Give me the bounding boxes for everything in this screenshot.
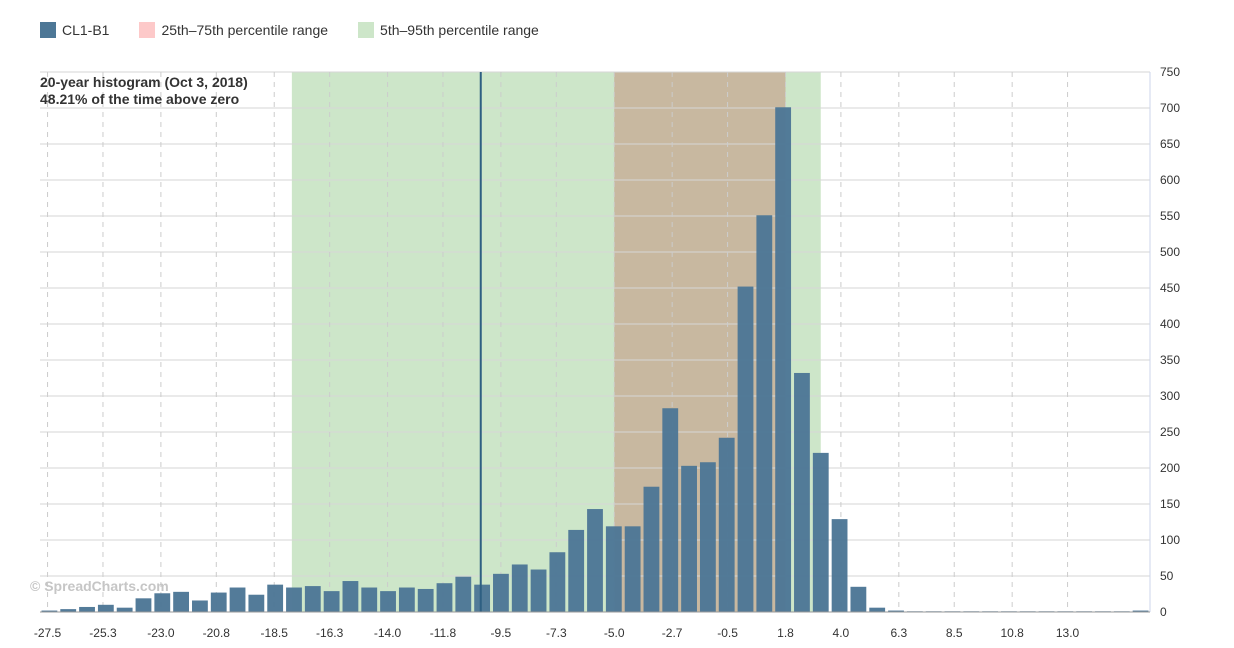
legend-swatch-90-band: [358, 22, 375, 38]
y-tick-label: 600: [1160, 173, 1180, 187]
histogram-bar: [794, 372, 810, 612]
histogram-bar: [888, 610, 904, 612]
legend-label-series: CL1-B1: [62, 22, 110, 38]
histogram-bar: [662, 408, 679, 612]
histogram-bar: [643, 486, 660, 612]
watermark: © SpreadCharts.com: [30, 578, 169, 594]
histogram-bar: [455, 576, 472, 612]
x-tick-label: -0.5: [717, 626, 738, 640]
histogram-bar: [304, 586, 321, 612]
chart-title-line2: 48.21% of the time above zero: [40, 91, 240, 107]
histogram-bar: [41, 610, 58, 612]
histogram-bar: [530, 569, 547, 612]
histogram-bar: [624, 526, 641, 612]
histogram-bar: [323, 591, 340, 612]
histogram-bar: [775, 107, 792, 612]
legend-item-iqr-band[interactable]: 25th–75th percentile range: [139, 22, 328, 38]
histogram-bar: [97, 604, 114, 612]
histogram-bar: [474, 584, 491, 612]
x-tick-label: -20.8: [203, 626, 231, 640]
histogram-bar: [342, 581, 359, 612]
histogram-bar: [699, 462, 716, 612]
x-tick-label: -9.5: [491, 626, 512, 640]
x-tick-label: -25.3: [89, 626, 117, 640]
histogram-bar: [210, 592, 227, 612]
histogram-bar: [718, 437, 735, 612]
histogram-bar: [173, 591, 190, 612]
histogram-bar: [229, 587, 246, 612]
x-tick-label: 6.3: [890, 626, 907, 640]
histogram-bar: [493, 573, 509, 612]
histogram-bar: [549, 552, 566, 612]
legend-label-90-band: 5th–95th percentile range: [380, 22, 539, 38]
histogram-bar: [1132, 610, 1149, 612]
histogram-bar: [756, 215, 773, 612]
x-tick-label: 4.0: [833, 626, 850, 640]
histogram-bar: [79, 606, 95, 612]
legend: CL1-B1 25th–75th percentile range 5th–95…: [40, 20, 539, 40]
y-tick-label: 500: [1160, 245, 1180, 259]
histogram-bar: [605, 526, 622, 612]
x-tick-label: -7.3: [546, 626, 567, 640]
x-tick-label: 1.8: [777, 626, 794, 640]
x-tick-label: 13.0: [1056, 626, 1080, 640]
histogram-bar: [436, 583, 453, 612]
histogram-bar: [286, 587, 302, 612]
y-tick-label: 450: [1160, 281, 1180, 295]
legend-item-series[interactable]: CL1-B1: [40, 22, 109, 38]
chart-title-line1: 20-year histogram (Oct 3, 2018): [40, 74, 248, 90]
legend-item-90-band[interactable]: 5th–95th percentile range: [358, 22, 539, 38]
histogram-bar: [154, 593, 171, 612]
y-tick-label: 400: [1160, 317, 1180, 331]
histogram-bar: [417, 588, 434, 612]
y-tick-label: 300: [1160, 389, 1180, 403]
x-tick-label: -5.0: [604, 626, 625, 640]
histogram-bar: [850, 586, 867, 612]
y-tick-label: 550: [1160, 209, 1180, 223]
x-tick-label: -23.0: [147, 626, 175, 640]
y-tick-label: 100: [1160, 533, 1180, 547]
histogram-bar: [192, 600, 208, 612]
histogram-bar: [60, 609, 77, 612]
x-tick-label: -27.5: [34, 626, 62, 640]
y-tick-label: 250: [1160, 425, 1180, 439]
histogram-bar: [737, 286, 754, 612]
histogram-bar: [267, 584, 284, 612]
y-tick-label: 150: [1160, 497, 1180, 511]
histogram-bar: [812, 452, 829, 612]
x-tick-label: -18.5: [261, 626, 289, 640]
histogram-bar: [831, 519, 848, 612]
legend-label-iqr-band: 25th–75th percentile range: [161, 22, 329, 38]
y-tick-label: 350: [1160, 353, 1180, 367]
histogram-bar: [361, 587, 378, 612]
histogram-bar: [116, 607, 133, 612]
x-tick-label: 8.5: [946, 626, 963, 640]
y-tick-label: 650: [1160, 137, 1180, 151]
histogram-bar: [248, 594, 265, 612]
y-tick-label: 0: [1160, 605, 1167, 619]
legend-swatch-iqr-band: [139, 22, 156, 38]
x-tick-label: -14.0: [374, 626, 402, 640]
y-tick-label: 750: [1160, 65, 1180, 79]
y-tick-label: 50: [1160, 569, 1174, 583]
y-tick-label: 200: [1160, 461, 1180, 475]
histogram-bar: [511, 564, 528, 612]
x-tick-label: 10.8: [1000, 626, 1024, 640]
histogram-bar: [568, 529, 585, 612]
y-tick-label: 700: [1160, 101, 1180, 115]
histogram-bar: [681, 465, 697, 612]
chart-title: 20-year histogram (Oct 3, 2018) 48.21% o…: [40, 74, 248, 108]
legend-swatch-series: [40, 22, 56, 38]
x-tick-label: -11.8: [430, 626, 457, 640]
histogram-bar: [869, 607, 886, 612]
histogram-bar: [587, 509, 603, 612]
histogram-bar: [135, 598, 152, 612]
histogram-bar: [380, 591, 396, 612]
histogram-bar: [398, 587, 415, 612]
x-tick-label: -2.7: [662, 626, 683, 640]
x-tick-label: -16.3: [316, 626, 344, 640]
